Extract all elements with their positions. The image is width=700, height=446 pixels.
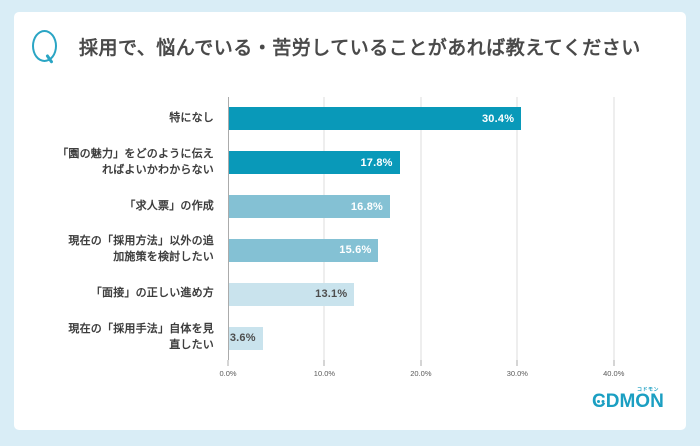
bar: 15.6%: [228, 238, 379, 262]
plot-area: 30.4% 17.8% 16.8% 15.6% 13.1% 3.6%: [228, 97, 662, 360]
question-q-icon: [32, 30, 58, 66]
logo-letter-c: C: [592, 392, 606, 412]
bar: 17.8%: [228, 151, 400, 175]
x-tick-label: 30.0%: [506, 369, 528, 378]
survey-card: 採用で、悩んでいる・苦労していることがあれば教えてください 特になし「園の魅力」…: [14, 12, 686, 430]
face-eyes-icon: [597, 400, 600, 403]
bar-value-label: 30.4%: [481, 112, 515, 125]
header: 採用で、悩んでいる・苦労していることがあれば教えてください: [30, 28, 670, 68]
category-label: 現在の「採用方法」以外の追 加施策を検討したい: [68, 235, 214, 264]
bar-value-label: 16.8%: [350, 200, 384, 213]
logo-letters-dm: DM: [605, 391, 636, 412]
x-tick-mark: [516, 360, 518, 366]
face-eyes-icon: [638, 399, 642, 402]
bar: 30.4%: [228, 107, 522, 131]
bar: 3.6%: [228, 326, 263, 350]
x-tick-label: 40.0%: [603, 369, 625, 378]
y-axis-line: [228, 97, 229, 360]
category-label: 「園の魅力」をどのように伝え ればよいかわからない: [57, 147, 214, 176]
page-title: 採用で、悩んでいる・苦労していることがあれば教えてください: [79, 38, 641, 59]
bar-value-label: 3.6%: [229, 332, 256, 345]
x-axis-ticks: 0.0% 10.0% 20.0% 30.0% 40.0%: [219, 360, 662, 386]
x-tick-mark: [420, 360, 422, 366]
codmon-logo: コドモン C DM O N: [592, 386, 672, 416]
bar-value-label: 17.8%: [360, 156, 393, 169]
bar-row: 30.4%: [228, 97, 662, 141]
codmon-wordmark: C DM O N: [592, 392, 664, 412]
gridline: [613, 97, 615, 360]
category-label: 特になし: [169, 111, 214, 124]
category-label: 「求人票」の作成: [124, 199, 214, 212]
x-tick-mark: [613, 360, 615, 366]
x-tick-label: 20.0%: [410, 369, 432, 378]
codmon-kana-label: コドモン: [636, 387, 659, 393]
bar-row: 3.6%: [228, 316, 662, 360]
bar-rows: 30.4% 17.8% 16.8% 15.6% 13.1% 3.6%: [228, 97, 662, 360]
logo-letter-n: N: [650, 391, 664, 412]
logo-letter-o: O: [635, 391, 651, 412]
bar-value-label: 13.1%: [315, 288, 348, 301]
bar: 16.8%: [228, 195, 391, 219]
bar-row: 17.8%: [228, 141, 662, 185]
gridline: [420, 97, 422, 360]
category-labels: 特になし「園の魅力」をどのように伝え ればよいかわからない「求人票」の作成現在の「…: [14, 97, 214, 360]
bar-row: 15.6%: [228, 228, 662, 272]
gridline: [323, 97, 325, 360]
category-label: 「面接」の正しい進め方: [90, 287, 214, 300]
bar-row: 13.1%: [228, 272, 662, 316]
x-tick-mark: [227, 360, 229, 366]
bar-value-label: 15.6%: [339, 244, 372, 257]
gridline: [516, 97, 518, 360]
x-tick-label: 10.0%: [313, 369, 336, 378]
x-tick-mark: [323, 360, 325, 366]
bar-row: 16.8%: [228, 185, 662, 229]
x-tick-label: 0.0%: [219, 369, 237, 378]
category-label: 現在の「採用手法」自体を見 直したい: [68, 323, 214, 352]
bar: 13.1%: [228, 282, 355, 306]
